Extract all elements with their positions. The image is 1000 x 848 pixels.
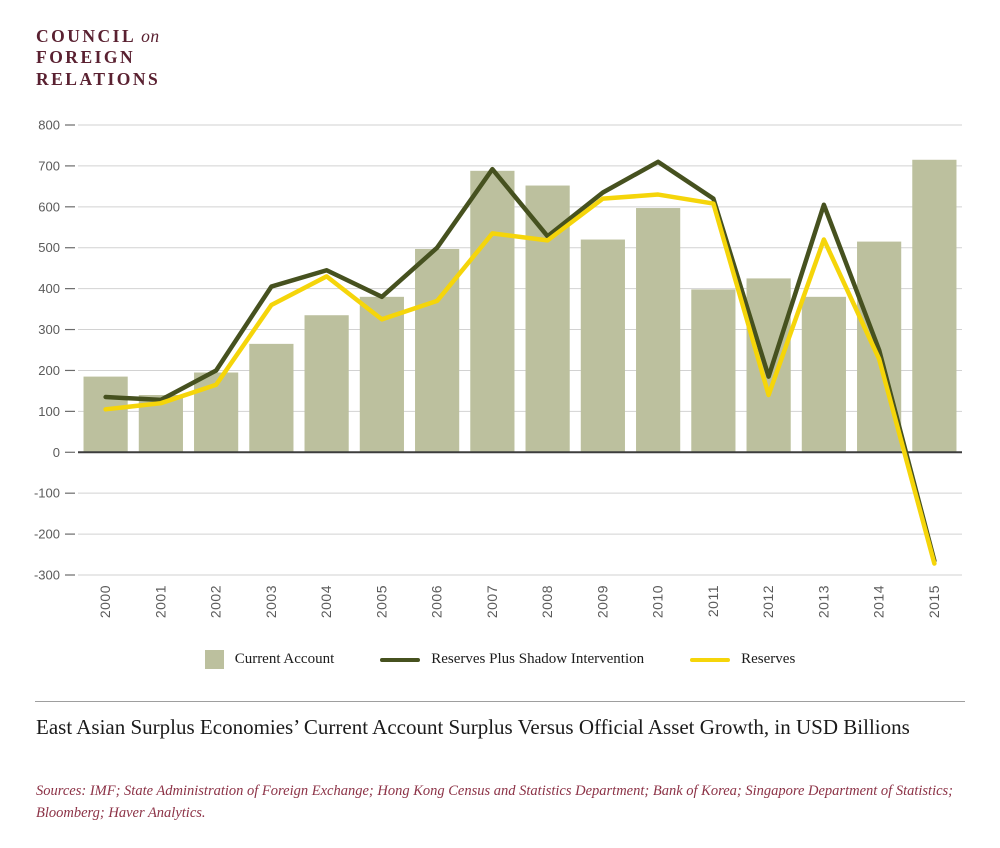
legend-line-swatch-yellow: [690, 657, 731, 662]
x-tick-label-2004: 2004: [318, 585, 334, 618]
bar-2003: [249, 343, 294, 453]
legend-line-swatch-dark: [380, 657, 421, 662]
y-tick-label: 700: [38, 158, 60, 173]
x-tick-label-2013: 2013: [815, 585, 831, 618]
logo-foreign: FOREIGN: [36, 47, 136, 68]
cfr-logo: COUNCIL on FOREIGN RELATIONS: [36, 26, 160, 90]
y-tick-label: 800: [38, 118, 60, 133]
legend-item-reserves-plus-shadow: Reserves Plus Shadow Intervention: [380, 651, 644, 668]
y-tick-label: -200: [34, 527, 60, 542]
logo-on: on: [141, 26, 160, 46]
bar-2013: [801, 296, 846, 453]
legend: Current Account Reserves Plus Shadow Int…: [0, 650, 1000, 669]
y-tick-label: 100: [38, 404, 60, 419]
logo-relations: RELATIONS: [36, 68, 161, 89]
bar-2005: [359, 296, 404, 453]
x-tick-label-2000: 2000: [97, 585, 113, 618]
logo-council: COUNCIL: [36, 26, 137, 46]
bar-2012: [746, 278, 791, 453]
x-tick-label-2009: 2009: [594, 585, 610, 618]
bar-2004: [304, 315, 349, 453]
x-tick-label-2015: 2015: [926, 585, 942, 618]
legend-label-reserves-plus-shadow: Reserves Plus Shadow Intervention: [431, 651, 645, 667]
bar-2000: [83, 376, 128, 453]
legend-label-current-account: Current Account: [234, 651, 335, 667]
bar-2007: [470, 170, 515, 453]
y-tick-label: -100: [34, 486, 60, 501]
x-tick-label-2010: 2010: [650, 585, 666, 618]
bar-2011: [691, 289, 736, 453]
x-tick-label-2012: 2012: [760, 585, 776, 618]
x-tick-label-2011: 2011: [705, 585, 721, 617]
chart-title: East Asian Surplus Economies’ Current Ac…: [36, 715, 910, 739]
bar-2010: [636, 208, 681, 453]
legend-item-reserves: Reserves: [690, 651, 795, 668]
y-tick-label: -300: [34, 568, 60, 583]
x-tick-label-2007: 2007: [484, 585, 500, 618]
legend-label-reserves: Reserves: [741, 651, 796, 667]
line-reserves-plus-shadow-intervention: [103, 159, 937, 563]
line-reserves: [103, 192, 937, 566]
legend-bar-swatch: [204, 650, 224, 669]
x-tick-label-2006: 2006: [429, 585, 445, 618]
bar-2015: [912, 159, 957, 453]
y-tick-label: 200: [38, 363, 60, 378]
x-tick-label-2001: 2001: [152, 585, 168, 618]
x-tick-label-2005: 2005: [373, 585, 389, 618]
sources-note: Sources: IMF; State Administration of Fo…: [36, 783, 954, 821]
y-tick-label: 500: [38, 240, 60, 255]
y-tick-label: 400: [38, 281, 60, 296]
x-tick-label-2003: 2003: [263, 585, 279, 618]
chart-canvas: -300 -200 -100 0 100 200 300 400 500 600 700 800 200…: [34, 118, 962, 618]
x-tick-label-2002: 2002: [208, 585, 224, 618]
y-tick-label: 600: [38, 199, 60, 214]
y-tick-label: 0: [53, 445, 60, 460]
x-tick-label-2008: 2008: [539, 585, 555, 618]
logo-line-1: COUNCIL on: [36, 26, 160, 47]
bar-2009: [580, 239, 625, 453]
divider: [35, 701, 965, 702]
y-tick-label: 300: [38, 322, 60, 337]
legend-item-current-account: Current Account: [204, 650, 335, 669]
x-tick-label-2014: 2014: [871, 585, 887, 618]
